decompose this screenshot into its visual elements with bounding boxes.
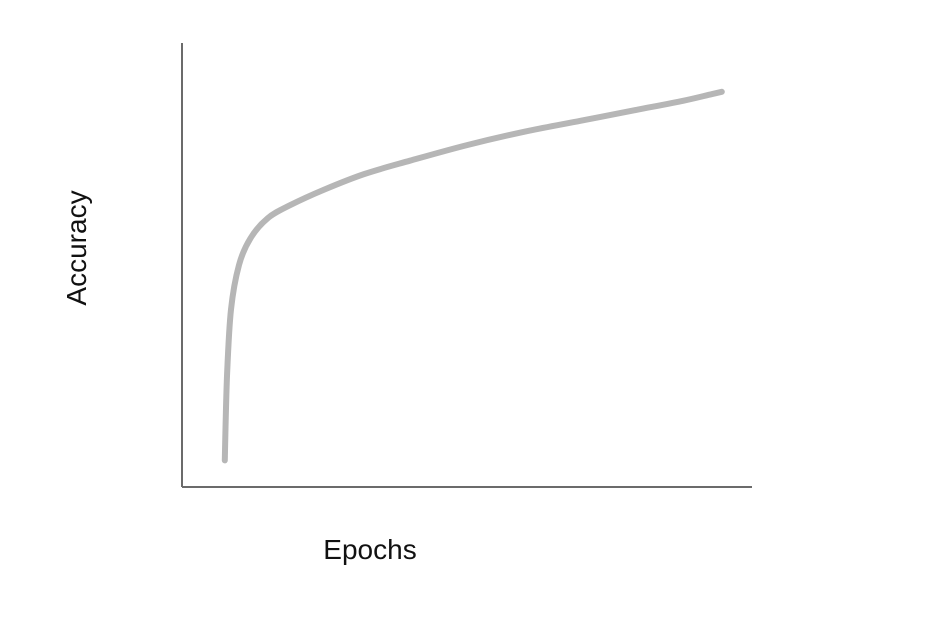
y-axis-label: Accuracy xyxy=(61,190,92,305)
accuracy-curve-0 xyxy=(221,88,725,464)
x-axis-label: Epochs xyxy=(323,534,416,565)
series-layer xyxy=(221,88,725,464)
